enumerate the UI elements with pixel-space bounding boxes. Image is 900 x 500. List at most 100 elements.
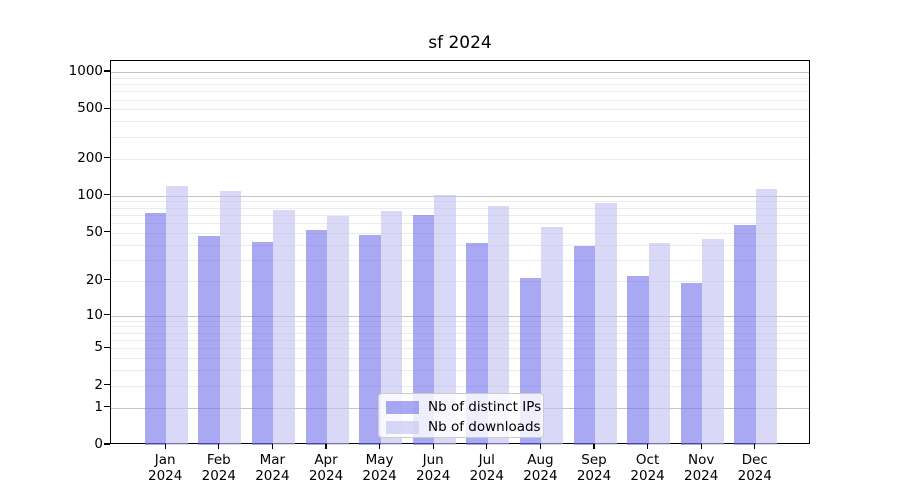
bar-downloads-jun bbox=[434, 195, 456, 445]
bar-downloads-apr bbox=[327, 215, 349, 445]
x-tick-label: Apr 2024 bbox=[294, 452, 358, 484]
gridline-minor bbox=[111, 91, 809, 93]
x-tick bbox=[271, 444, 273, 449]
y-tick bbox=[104, 384, 110, 386]
y-tick-label: 50 bbox=[85, 223, 103, 240]
legend-swatch-distinct-ips bbox=[386, 401, 419, 414]
gridline-minor bbox=[111, 109, 809, 111]
legend: Nb of distinct IPs Nb of downloads bbox=[378, 393, 544, 438]
legend-swatch-downloads bbox=[386, 421, 419, 434]
x-tick-year: 2024 bbox=[469, 468, 504, 484]
x-tick-month: Jan bbox=[154, 452, 176, 468]
x-tick-month: Mar bbox=[259, 452, 286, 468]
y-tick bbox=[104, 231, 110, 233]
x-tick-year: 2024 bbox=[255, 468, 290, 484]
bar-downloads-aug bbox=[541, 226, 563, 445]
gridline-minor bbox=[111, 136, 809, 138]
y-tick-label: 1 bbox=[94, 398, 103, 415]
gridline-minor bbox=[111, 385, 809, 387]
gridline-minor bbox=[111, 158, 809, 160]
x-tick bbox=[379, 444, 381, 449]
x-tick bbox=[432, 444, 434, 449]
x-tick-month: Dec bbox=[741, 452, 768, 468]
legend-row-downloads: Nb of downloads bbox=[379, 420, 543, 435]
bar-distinct-ips-oct bbox=[627, 275, 649, 445]
gridline-major bbox=[111, 315, 809, 317]
bar-distinct-ips-mar bbox=[251, 241, 274, 445]
gridline-minor bbox=[111, 99, 809, 101]
y-tick-label: 5 bbox=[94, 339, 103, 356]
gridline-major bbox=[111, 72, 809, 74]
gridline-minor bbox=[111, 223, 809, 225]
gridline-minor bbox=[111, 326, 809, 328]
x-tick-month: Sep bbox=[581, 452, 607, 468]
bar-distinct-ips-apr bbox=[305, 229, 327, 445]
gridline-minor bbox=[111, 370, 809, 372]
x-tick-year: 2024 bbox=[148, 468, 183, 484]
x-tick-label: Jul 2024 bbox=[455, 452, 519, 484]
y-tick bbox=[104, 107, 110, 109]
bar-downloads-feb bbox=[219, 190, 242, 445]
gridline-minor bbox=[111, 259, 809, 261]
y-tick-label: 10 bbox=[85, 306, 103, 323]
gridline-minor bbox=[111, 348, 809, 350]
gridline-minor bbox=[111, 280, 809, 282]
y-tick-label: 2 bbox=[94, 376, 103, 393]
gridline-minor bbox=[111, 339, 809, 341]
legend-row-distinct-ips: Nb of distinct IPs bbox=[379, 399, 543, 415]
x-tick-label: Mar 2024 bbox=[240, 452, 304, 484]
x-tick-month: Jul bbox=[478, 452, 495, 468]
x-tick-year: 2024 bbox=[201, 468, 236, 484]
bar-distinct-ips-jan bbox=[144, 212, 167, 445]
gridline-minor bbox=[111, 232, 809, 234]
bar-downloads-oct bbox=[648, 243, 671, 445]
bar-downloads-may bbox=[380, 210, 403, 445]
x-tick bbox=[539, 444, 541, 449]
bar-distinct-ips-sep bbox=[573, 245, 595, 445]
y-tick-label: 200 bbox=[77, 149, 103, 166]
x-tick-label: Dec 2024 bbox=[723, 452, 787, 484]
bar-distinct-ips-nov bbox=[680, 283, 703, 445]
y-tick bbox=[104, 194, 110, 196]
gridline-minor bbox=[111, 244, 809, 246]
x-tick-month: Nov bbox=[688, 452, 715, 468]
x-tick-label: Sep 2024 bbox=[562, 452, 626, 484]
x-tick-year: 2024 bbox=[576, 468, 612, 484]
x-tick-label: Aug 2024 bbox=[508, 452, 572, 484]
x-tick-month: May bbox=[365, 452, 394, 468]
bar-downloads-jan bbox=[166, 186, 188, 445]
y-tick-label: 100 bbox=[77, 186, 103, 203]
x-tick-month: Apr bbox=[314, 452, 338, 468]
x-tick-month: Feb bbox=[206, 452, 231, 468]
x-tick-month: Aug bbox=[527, 452, 554, 468]
x-tick-label: Feb 2024 bbox=[187, 452, 251, 484]
x-tick-year: 2024 bbox=[362, 468, 397, 484]
gridline-minor bbox=[111, 358, 809, 360]
y-tick bbox=[104, 405, 110, 408]
x-tick-label: Jan 2024 bbox=[133, 452, 197, 484]
bar-downloads-dec bbox=[755, 189, 778, 445]
x-tick-label: Nov 2024 bbox=[669, 452, 733, 484]
gridline-minor bbox=[111, 207, 809, 209]
x-tick-year: 2024 bbox=[308, 468, 344, 484]
bar-distinct-ips-jun bbox=[412, 214, 435, 445]
x-tick bbox=[164, 444, 166, 449]
gridline-minor bbox=[111, 84, 809, 86]
chart-title: sf 2024 bbox=[428, 33, 492, 53]
legend-label-distinct-ips: Nb of distinct IPs bbox=[428, 399, 542, 415]
bar-distinct-ips-may bbox=[359, 234, 381, 445]
x-tick bbox=[593, 444, 595, 449]
x-tick-year: 2024 bbox=[684, 468, 719, 484]
bar-downloads-nov bbox=[702, 239, 724, 445]
x-tick-year: 2024 bbox=[416, 468, 451, 484]
x-tick-year: 2024 bbox=[737, 468, 772, 484]
gridline-minor bbox=[111, 121, 809, 123]
gridline-minor bbox=[111, 320, 809, 322]
gridline-minor bbox=[111, 332, 809, 334]
x-tick-year: 2024 bbox=[630, 468, 665, 484]
x-tick-month: Oct bbox=[635, 452, 660, 468]
y-tick bbox=[104, 157, 110, 159]
x-tick bbox=[700, 444, 702, 449]
y-tick bbox=[104, 346, 110, 348]
y-tick bbox=[104, 443, 110, 445]
